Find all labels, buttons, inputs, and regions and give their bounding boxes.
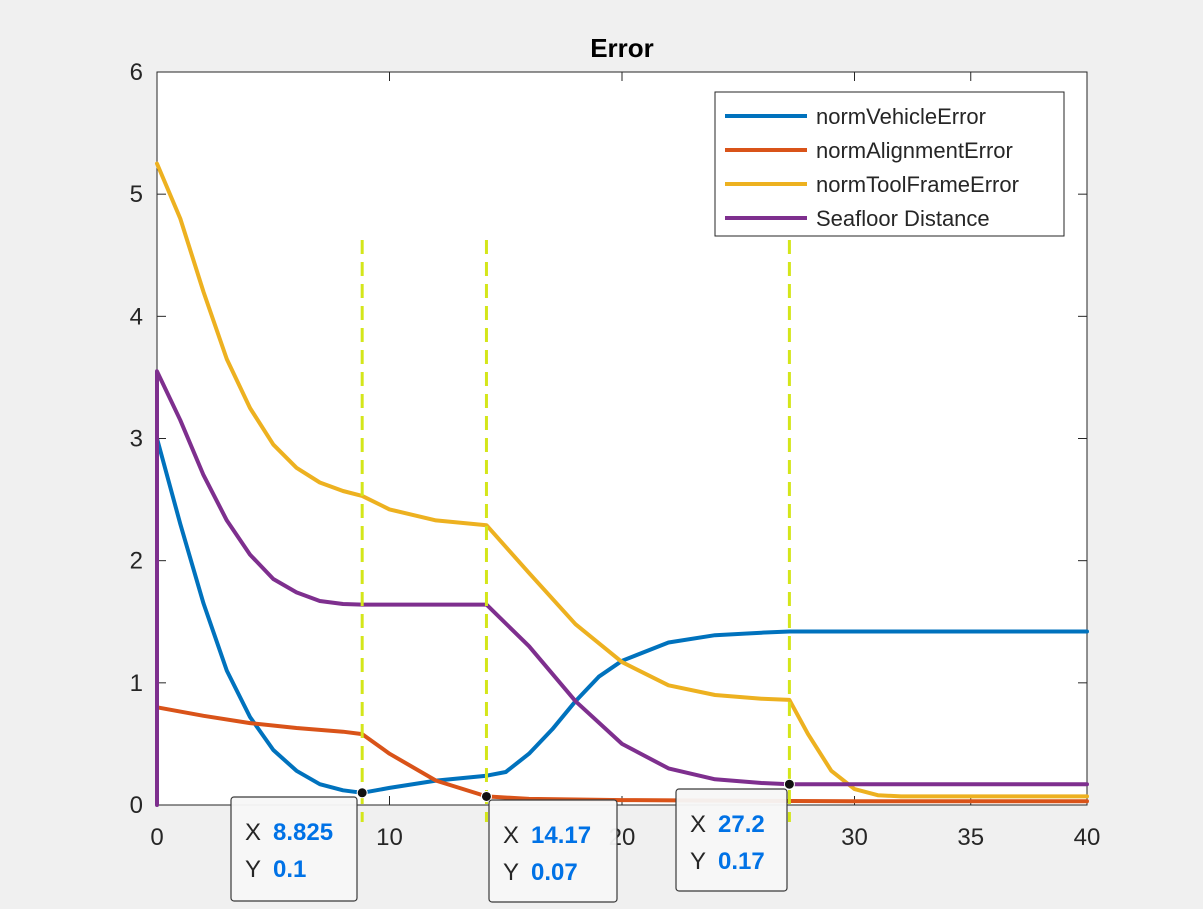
datatip-box: [230, 796, 358, 902]
x-tick-label: 35: [957, 824, 984, 851]
datatip-x-value: 8.825: [273, 819, 333, 846]
legend[interactable]: normVehicleError normAlignmentError normTo…: [714, 91, 1065, 237]
x-tick-label: 40: [1074, 824, 1101, 851]
datatip-marker: [783, 778, 795, 790]
datatip-y-value: 0.1: [273, 856, 306, 883]
datatip-marker: [480, 790, 492, 802]
legend-label-seafloor-distance: Seafloor Distance: [816, 206, 990, 231]
datatip-y-value: 0.17: [718, 848, 765, 875]
datatip-x-key: X: [245, 819, 261, 846]
x-tick-label: 0: [150, 824, 163, 851]
reference-lines: [360, 240, 791, 822]
y-tick-label: 6: [130, 59, 143, 86]
legend-label-normvehicleerror: normVehicleError: [816, 104, 986, 129]
series-layer: [155, 161, 1089, 807]
x-tick-label: 10: [376, 824, 403, 851]
datatip-y-key: Y: [245, 856, 261, 883]
datatip-x-value: 27.2: [718, 811, 765, 838]
legend-label-normalignmenterror: normAlignmentError: [816, 138, 1013, 163]
y-axis: 0 1 2 3 4 5 6: [130, 59, 1087, 819]
datatip-marker: [356, 787, 368, 799]
y-tick-label: 5: [130, 181, 143, 208]
datatip-y-key: Y: [690, 848, 706, 875]
y-tick-label: 1: [130, 670, 143, 697]
y-tick-label: 3: [130, 426, 143, 453]
x-axis: 0 10 20 30 35 40: [150, 72, 1100, 851]
datatip-box: [675, 788, 788, 892]
datatip-y-value: 0.07: [531, 859, 578, 886]
datatip-x-value: 14.17: [531, 822, 591, 849]
y-tick-label: 4: [130, 303, 143, 330]
x-tick-label: 30: [841, 824, 868, 851]
data-tips: X 8.825 Y 0.1 X 14.17 Y 0.07 X 27.2 Y 0.17: [230, 778, 795, 903]
datatip-x-key: X: [690, 811, 706, 838]
y-tick-label: 2: [130, 548, 143, 575]
series-line-normalignmenterror: [155, 705, 1089, 804]
y-tick-label: 0: [130, 792, 143, 819]
datatip-x-key: X: [503, 822, 519, 849]
chart-title: Error: [590, 33, 654, 63]
legend-label-normtoolframeerror: normToolFrameError: [816, 172, 1019, 197]
series-line-seafloor-distance: [155, 369, 1089, 807]
datatip-y-key: Y: [503, 859, 519, 886]
datatip-box: [488, 799, 618, 903]
